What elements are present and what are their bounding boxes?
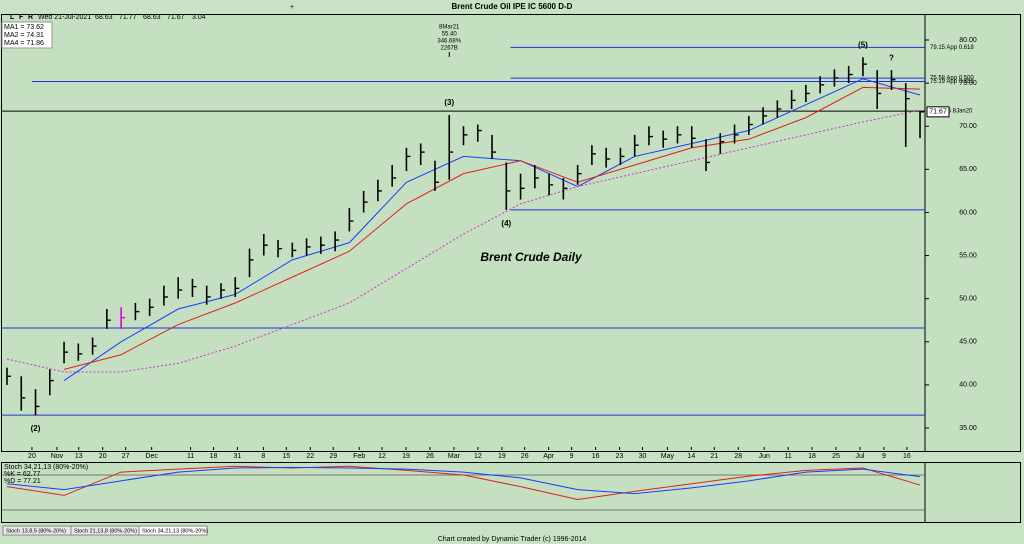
header-change: 3.04	[192, 14, 206, 21]
tab-label[interactable]: Stoch 21,13,8 (80%-20%)	[74, 528, 137, 534]
x-tick-label: Nov	[51, 453, 64, 460]
x-tick-label: 16	[903, 453, 911, 460]
x-tick-label: 20	[28, 453, 36, 460]
annotation: Brent Crude Daily	[480, 250, 583, 264]
x-tick-label: Jun	[759, 453, 770, 460]
header-date: Wed 21-Jul-2021	[38, 14, 91, 21]
pivot-note: 346.68%	[437, 39, 461, 45]
x-tick-label: 26	[521, 453, 529, 460]
x-tick-label: Feb	[353, 453, 365, 460]
x-tick-label: 20	[99, 453, 107, 460]
stoch-legend: %D = 77.21	[4, 478, 41, 485]
header-quote: 68.63	[95, 14, 113, 21]
series-line	[6, 466, 921, 495]
level-label: H 71.75 8Jan20	[930, 109, 973, 115]
ma-legend: MA2 = 74.31	[4, 32, 44, 39]
x-tick-label: Apr	[543, 453, 555, 460]
x-tick-label: 11	[785, 453, 792, 460]
x-tick-label: 25	[832, 453, 840, 460]
wave-label: (5)	[858, 40, 868, 49]
x-tick-label: May	[661, 453, 675, 460]
x-tick-label: 23	[616, 453, 624, 460]
pivot-note: 8Mar21	[439, 25, 460, 31]
x-tick-label: 13	[75, 453, 83, 460]
series-line	[6, 109, 921, 373]
tab-label[interactable]: Stoch 13,8,5 (80%-20%)	[6, 528, 66, 534]
price-panel	[1, 14, 1021, 452]
header-quote: 68.63	[143, 14, 161, 21]
wave-label: (2)	[31, 424, 41, 433]
x-tick-label: 26	[426, 453, 434, 460]
chart-title: Brent Crude Oil IPE IC 5600 D-D	[452, 2, 573, 11]
x-tick-label: Dec	[145, 453, 158, 460]
header-quote: 71.77	[119, 14, 137, 21]
x-tick-label: 9	[570, 453, 574, 460]
y-tick-label: 40.00	[959, 382, 977, 389]
pivot-note: 55.40	[442, 32, 458, 38]
last-price-label: 71.67	[929, 109, 947, 116]
header-quote: 71.67	[167, 14, 185, 21]
stoch-panel	[1, 462, 1021, 523]
x-tick-label: 18	[808, 453, 816, 460]
level-label: 75.58 App 0.500	[930, 76, 974, 82]
toolbar-button[interactable]: R	[28, 14, 33, 21]
x-tick-label: 30	[639, 453, 647, 460]
ma-legend-box	[1, 21, 53, 49]
y-tick-label: 50.00	[959, 296, 977, 303]
last-price-box	[926, 106, 950, 118]
wave-label: ?	[889, 53, 894, 62]
y-tick-label: 70.00	[959, 123, 977, 130]
crosshair-icon[interactable]: +	[290, 4, 294, 11]
x-tick-label: 27	[122, 453, 130, 460]
y-tick-label: 60.00	[959, 209, 977, 216]
tab[interactable]	[138, 525, 208, 536]
stoch-title: Stoch 34,21,13 (80%-20%)	[4, 464, 88, 471]
y-tick-label: 75.00	[959, 80, 977, 87]
stoch-legend: %K = 62.77	[4, 471, 40, 478]
x-tick-label: Mar	[448, 453, 461, 460]
x-tick-label: 21	[710, 453, 718, 460]
footer: Chart created by Dynamic Trader (c) 1996…	[438, 536, 587, 543]
y-tick-label: 35.00	[959, 425, 977, 432]
y-tick-label: 45.00	[959, 339, 977, 346]
x-tick-label: 28	[734, 453, 742, 460]
x-tick-label: 14	[687, 453, 695, 460]
y-tick-label: 55.00	[959, 252, 977, 259]
x-tick-label: 12	[378, 453, 386, 460]
pivot-note: 2267B	[441, 46, 458, 52]
x-tick-label: 8	[261, 453, 265, 460]
x-tick-label: 18	[210, 453, 218, 460]
tab-label[interactable]: Stoch 34,21,13 (80%-20%)	[142, 528, 208, 534]
x-tick-label: 15	[282, 453, 290, 460]
ma-legend: MA1 = 73.62	[4, 24, 44, 31]
x-tick-label: 9	[882, 453, 886, 460]
x-tick-label: 29	[329, 453, 337, 460]
x-tick-label: 16	[592, 453, 600, 460]
series-line	[6, 465, 921, 500]
toolbar-button[interactable]: L	[10, 14, 15, 21]
series-line	[63, 86, 921, 370]
y-tick-label: 80.00	[959, 37, 977, 44]
x-tick-label: 19	[402, 453, 410, 460]
x-tick-label: Jul	[855, 453, 864, 460]
wave-label: (3)	[444, 98, 454, 107]
ma-legend: MA4 = 71.86	[4, 40, 44, 47]
x-tick-label: 11	[187, 453, 194, 460]
level-label: 79.15 App 0.618	[930, 45, 974, 51]
x-tick-label: 12	[474, 453, 482, 460]
x-tick-label: 22	[306, 453, 314, 460]
toolbar-button[interactable]: F	[19, 14, 24, 21]
x-tick-label: 19	[498, 453, 506, 460]
wave-label: (4)	[501, 219, 511, 228]
y-tick-label: 65.00	[959, 166, 977, 173]
x-tick-label: 31	[233, 453, 241, 460]
level-label: 75.19 App 0.382	[930, 79, 974, 85]
